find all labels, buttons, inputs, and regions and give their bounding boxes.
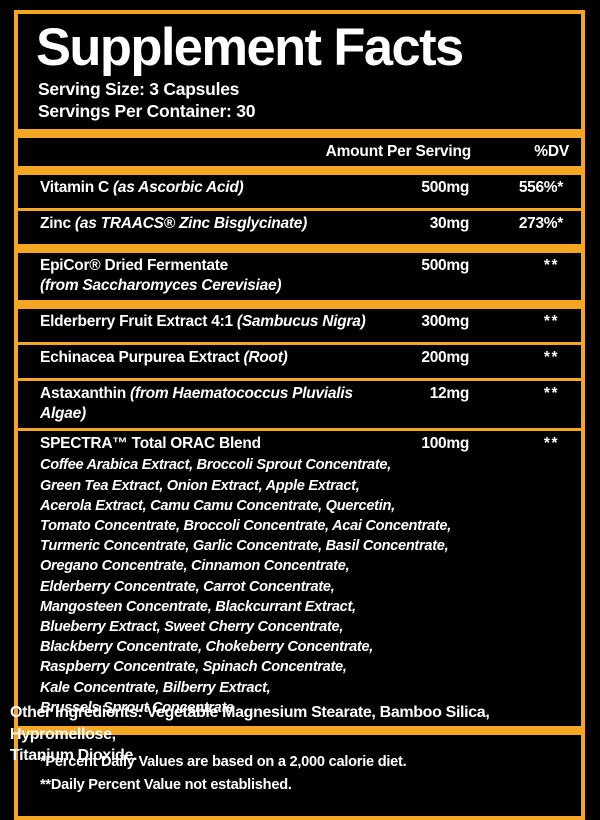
nutrient-name-source: (Sambucus Nigra) <box>236 313 366 330</box>
nutrient-daily-value: ** <box>543 349 559 366</box>
nutrient-name-source: (from Saccharomyces Cerevisiae) <box>40 276 282 294</box>
divider-header <box>18 128 581 138</box>
nutrient-name-main: SPECTRA™ Total ORAC Blend <box>40 435 261 453</box>
blend-ingredient-line: Turmeric Concentrate, Garlic Concentrate… <box>40 538 449 555</box>
nutrient-daily-value: ** <box>543 313 559 330</box>
nutrient-daily-value: 556%* <box>518 178 563 196</box>
nutrient-daily-value: 273%* <box>518 214 563 232</box>
nutrient-row-vitamin-c: Vitamin C (as Ascorbic Acid) 500mg 556%* <box>18 175 581 208</box>
blend-ingredient-line: Blueberry Extract, Sweet Cherry Concentr… <box>40 619 344 636</box>
nutrient-name-main: Echinacea Purpurea Extract <box>40 349 244 366</box>
nutrient-name: Echinacea Purpurea Extract (Root) <box>40 348 581 368</box>
nutrient-amount: 200mg <box>421 349 469 366</box>
servings-per-container-text: Servings Per Container: 30 <box>38 101 256 122</box>
nutrient-name-source: (Root) <box>243 349 288 366</box>
divider-row <box>18 342 581 345</box>
blend-ingredient-line: Kale Concentrate, Bilberry Extract, <box>40 679 271 696</box>
supplement-facts-label: Supplement Facts Serving Size: 3 Capsule… <box>10 10 585 820</box>
blend-ingredient-line: Elderberry Concentrate, Carrot Concentra… <box>40 578 335 595</box>
nutrient-name: Vitamin C (as Ascorbic Acid) <box>40 178 581 198</box>
nutrient-name: SPECTRA™ Total ORAC Blend <box>40 434 581 454</box>
divider-below-column-header <box>18 165 581 175</box>
nutrient-name: Zinc (as TRAACS® Zinc Bisglycinate) <box>40 214 581 234</box>
blend-ingredient-line: Mangosteen Concentrate, Blackcurrant Ext… <box>40 598 356 615</box>
divider-group <box>18 243 581 253</box>
column-header-row: Amount Per Serving %DV <box>18 138 581 166</box>
nutrient-row-spectra-blend: SPECTRA™ Total ORAC Blend 100mg ** Coffe… <box>18 431 581 726</box>
other-ingredients-block: Other Ingredients: Vegetable Magnesium S… <box>10 702 595 767</box>
blend-ingredient-line: Acerola Extract, Camu Camu Concentrate, … <box>40 497 395 514</box>
nutrient-daily-value: ** <box>543 385 559 402</box>
serving-size-text: Serving Size: 3 Capsules <box>38 78 240 99</box>
nutrient-row-echinacea-purpurea-extract: Echinacea Purpurea Extract (Root) 200mg … <box>18 345 581 378</box>
supplement-facts-panel: Supplement Facts Serving Size: 3 Capsule… <box>14 10 585 820</box>
nutrient-amount: 30mg <box>429 214 470 232</box>
column-header-daily-value: %DV <box>534 142 569 160</box>
nutrient-row-astaxanthin: Astaxanthin (from Haematococcus Pluviali… <box>18 381 581 428</box>
nutrient-name-main: Elderberry Fruit Extract 4:1 <box>40 313 237 330</box>
blend-ingredient-line: Brussels Sprout Concentrate <box>40 699 234 716</box>
divider-row <box>18 378 581 381</box>
nutrient-row-elderberry-fruit-extract: Elderberry Fruit Extract 4:1 (Sambucus N… <box>18 309 581 342</box>
nutrient-daily-value: ** <box>543 256 559 274</box>
footnote-not-established: **Daily Percent Value not established. <box>40 777 292 794</box>
nutrient-amount: 500mg <box>421 178 469 196</box>
blend-ingredient-list: Coffee Arabica Extract, Broccoli Sprout … <box>40 455 581 718</box>
nutrient-row-zinc: Zinc (as TRAACS® Zinc Bisglycinate) 30mg… <box>18 211 581 244</box>
nutrient-name-source: (from Haematococcus Pluvialis Algae) <box>40 385 353 423</box>
other-ingredients-line: Titanium Dioxide. <box>10 747 138 765</box>
nutrient-row-epicor: EpiCor® Dried Fermentate (from Saccharomy… <box>18 253 581 300</box>
nutrient-name: EpiCor® Dried Fermentate (from Saccharomy… <box>40 256 581 296</box>
nutrient-name-main: Zinc <box>40 214 75 232</box>
blend-ingredient-line: Oregano Concentrate, Cinnamon Concentrat… <box>40 558 350 575</box>
other-ingredients-line: Other Ingredients: Vegetable Magnesium S… <box>10 704 490 743</box>
nutrient-name-main: EpiCor® Dried Fermentate <box>40 256 229 274</box>
page-title: Supplement Facts <box>36 18 464 77</box>
divider-footnotes <box>18 726 581 736</box>
nutrient-name-main: Vitamin C <box>40 178 114 196</box>
blend-ingredient-line: Coffee Arabica Extract, Broccoli Sprout … <box>40 457 391 474</box>
blend-ingredient-line: Green Tea Extract, Onion Extract, Apple … <box>40 477 360 494</box>
divider-group <box>18 300 581 309</box>
nutrient-amount: 100mg <box>421 435 469 453</box>
nutrient-name-source: (as TRAACS® Zinc Bisglycinate) <box>74 214 308 232</box>
blend-ingredient-line: Tomato Concentrate, Broccoli Concentrate… <box>40 518 452 535</box>
nutrient-name: Astaxanthin (from Haematococcus Pluviali… <box>40 384 581 424</box>
blend-ingredient-line: Raspberry Concentrate, Spinach Concentra… <box>40 659 347 676</box>
divider-row <box>18 428 581 432</box>
column-header-amount: Amount Per Serving <box>325 142 472 160</box>
divider-row <box>18 207 581 211</box>
nutrient-name-main: Astaxanthin <box>40 385 131 402</box>
nutrient-daily-value: ** <box>543 435 559 453</box>
blend-ingredient-line: Blackberry Concentrate, Chokeberry Conce… <box>40 639 374 656</box>
nutrient-amount: 500mg <box>421 256 469 274</box>
nutrient-name-source: (as Ascorbic Acid) <box>113 178 244 196</box>
label-header: Supplement Facts Serving Size: 3 Capsule… <box>18 14 581 129</box>
nutrient-name: Elderberry Fruit Extract 4:1 (Sambucus N… <box>40 312 581 332</box>
nutrient-amount: 300mg <box>421 313 469 330</box>
nutrient-amount: 12mg <box>429 385 470 402</box>
